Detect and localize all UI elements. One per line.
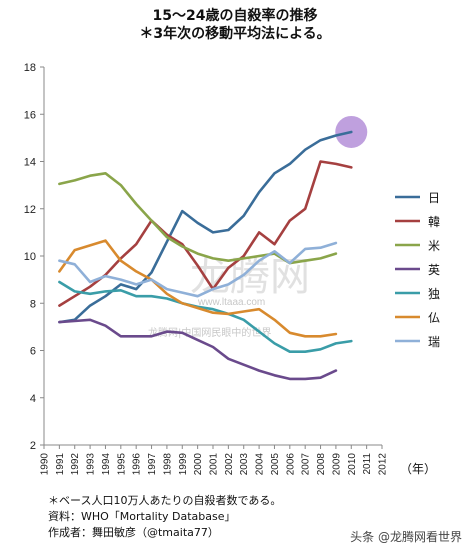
series-line-仏 <box>58 239 338 338</box>
x-tick-label: 2003 <box>239 453 250 476</box>
x-tick-label: 1998 <box>162 453 173 476</box>
x-tick-label: 1990 <box>40 453 51 476</box>
series-line-英 <box>58 318 338 381</box>
x-tick-label: 2005 <box>270 453 281 476</box>
x-tick-label: 1995 <box>116 453 127 476</box>
legend-label: 瑞 <box>428 335 440 349</box>
y-tick-label: 14 <box>24 157 36 169</box>
y-tick-label: 16 <box>24 109 36 121</box>
watermark-credit: 头条 @龙腾网看世界 <box>350 530 462 544</box>
y-tick-label: 12 <box>24 204 36 216</box>
x-tick-label: 2002 <box>224 453 235 476</box>
author-note: 作成者：舞田敏彦（@tmaita77） <box>48 526 219 539</box>
x-tick-label: 1996 <box>132 453 143 476</box>
x-tick-label: 2012 <box>378 453 389 476</box>
x-tick-label: 1992 <box>70 453 81 476</box>
x-tick-label: 2004 <box>255 453 266 476</box>
y-tick-label: 6 <box>30 346 36 358</box>
x-tick-label: 2009 <box>331 453 342 476</box>
x-tick-label: 2011 <box>362 453 373 475</box>
y-tick-label: 2 <box>30 440 36 452</box>
x-tick-label: 1997 <box>147 453 158 476</box>
x-tick-label: 2000 <box>193 453 204 476</box>
legend-label: 英 <box>428 263 440 277</box>
source-note: 資料：WHO「Mortality Database」 <box>48 510 236 523</box>
series-line-独 <box>58 280 353 353</box>
y-tick-label: 10 <box>24 251 36 263</box>
y-tick-label: 8 <box>30 298 36 310</box>
x-tick-label: 2008 <box>316 453 327 476</box>
x-tick-label: 2010 <box>347 453 358 476</box>
legend-label: 仏 <box>428 311 440 325</box>
chart-subtitle: ＊3年次の移動平均法による。 <box>139 26 331 42</box>
legend-label: 日 <box>428 191 440 205</box>
x-tick-label: 1993 <box>86 453 97 476</box>
series-line-瑞 <box>58 241 338 298</box>
axes: 2 4 6 8 10 12 14 16 18 1990 1991 1992 1993 1994 1995 19… <box>24 62 389 475</box>
x-tick-label: 2006 <box>285 453 296 476</box>
series-lines <box>58 115 368 381</box>
y-tick-label: 18 <box>24 62 36 74</box>
watermark-banner: 龙腾网|中国网民眼中的世界 <box>148 326 271 339</box>
x-tick-label: 1994 <box>101 453 112 476</box>
x-tick-label: 2007 <box>301 453 312 476</box>
chart-title: 15～24歳の自殺率の推移 <box>152 8 318 24</box>
legend-label: 独 <box>428 287 440 301</box>
series-line-日 <box>58 130 353 324</box>
x-tick-label: 1991 <box>55 453 66 476</box>
x-tick-label: 1999 <box>178 453 189 476</box>
legend-label: 米 <box>428 239 440 253</box>
legend-label: 韓 <box>428 215 440 229</box>
y-tick-label: 4 <box>30 393 36 405</box>
watermark-domain: www.ltaaa.com <box>197 297 265 308</box>
x-axis-unit: （年） <box>400 462 437 476</box>
footnote: ＊ベース人口10万人あたりの自殺者数である。 <box>48 494 282 507</box>
x-tick-label: 2001 <box>209 453 220 476</box>
series-line-韓 <box>58 160 353 307</box>
